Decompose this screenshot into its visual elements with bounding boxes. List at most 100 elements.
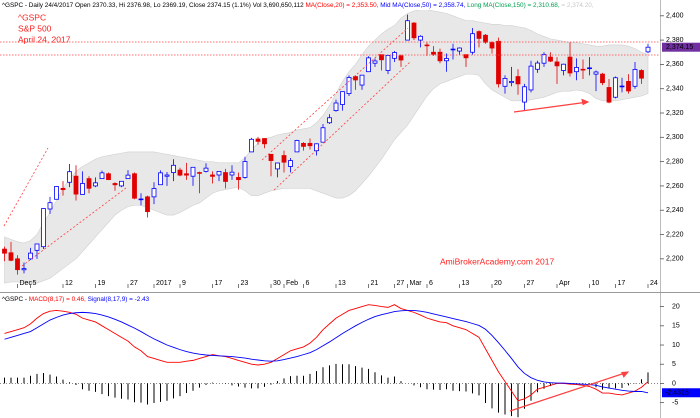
candle-body bbox=[522, 86, 527, 103]
symbol-label: ^GSPC bbox=[18, 12, 46, 22]
candle-body bbox=[281, 155, 287, 163]
x-tick-label: 10 bbox=[592, 280, 600, 287]
candle-body bbox=[210, 174, 215, 177]
candle-body bbox=[502, 78, 508, 87]
x-tick-label: 6 bbox=[429, 280, 433, 287]
arrow-head bbox=[621, 371, 630, 378]
candle-body bbox=[8, 252, 14, 261]
candle-body bbox=[190, 166, 196, 177]
candle-body bbox=[392, 52, 397, 59]
y-tick-label: 2,400 bbox=[666, 13, 684, 20]
candle-body bbox=[418, 35, 423, 41]
y-tick-label: 2,220 bbox=[666, 231, 684, 238]
candle-body bbox=[587, 67, 592, 70]
x-tick-label: 20 bbox=[494, 280, 502, 287]
x-tick-label: 27 bbox=[397, 280, 405, 287]
candle-body bbox=[424, 44, 430, 47]
candle-body bbox=[54, 186, 59, 200]
candle-body bbox=[80, 183, 85, 195]
y-tick-label: 2,260 bbox=[666, 183, 684, 190]
y-tick-label: 2,300 bbox=[666, 134, 684, 141]
axes: ^GSPC - Daily 24/4/2017 Open 2370.33, Hi… bbox=[2, 2, 700, 406]
x-tick-label: 23 bbox=[241, 280, 249, 287]
candle-body bbox=[340, 91, 345, 105]
divergence-line bbox=[509, 371, 629, 412]
candle-body bbox=[242, 161, 248, 178]
candle-body bbox=[125, 174, 131, 180]
candle-body bbox=[515, 76, 521, 85]
y-tick-label: 0 bbox=[672, 380, 676, 387]
candle-body bbox=[307, 142, 313, 147]
candle-body bbox=[99, 172, 105, 180]
candle-body bbox=[138, 198, 144, 201]
y-tick-label: 15 bbox=[672, 323, 680, 330]
annotations bbox=[0, 27, 660, 412]
y-tick-label: 2,240 bbox=[666, 207, 684, 214]
candle-body bbox=[268, 153, 274, 161]
price-panel bbox=[2, 10, 651, 284]
x-tick-label: 9 bbox=[182, 280, 186, 287]
y-tick-label: 2,340 bbox=[666, 86, 684, 93]
candle-body bbox=[184, 173, 189, 176]
candle-body bbox=[528, 65, 534, 91]
candle-body bbox=[509, 81, 514, 84]
divergence-line bbox=[513, 101, 589, 113]
macd-panel bbox=[0, 304, 660, 418]
candle-body bbox=[320, 127, 326, 143]
candle-body bbox=[619, 85, 625, 88]
candle-body bbox=[580, 68, 586, 71]
x-tick-label: Mar bbox=[410, 280, 423, 287]
header-segment: Signal(8,17,9) = -2.43 bbox=[88, 296, 150, 303]
y-tick-label: 2,320 bbox=[666, 110, 684, 117]
candle-body bbox=[119, 180, 124, 187]
candle-body bbox=[2, 248, 7, 254]
candle-body bbox=[489, 42, 495, 49]
candle-body bbox=[476, 31, 482, 39]
candle-body bbox=[437, 51, 443, 62]
signal-badge-label: -2.4318 bbox=[665, 390, 689, 397]
candle-body bbox=[34, 243, 40, 251]
x-tick-label: 24 bbox=[650, 280, 658, 287]
candle-body bbox=[164, 174, 170, 177]
candle-body bbox=[346, 77, 352, 94]
candle-body bbox=[73, 175, 79, 195]
header-segment: Long MA(Close,150) = 2,310.68, bbox=[467, 2, 561, 9]
candle-body bbox=[301, 142, 306, 147]
candle-body bbox=[41, 208, 46, 248]
y-tick-label: 20 bbox=[672, 303, 680, 310]
candle-body bbox=[177, 169, 183, 176]
x-tick-label: 19 bbox=[98, 280, 106, 287]
y-tick-label: 10 bbox=[672, 342, 680, 349]
candle-body bbox=[106, 173, 111, 181]
x-tick-label: 17 bbox=[618, 280, 626, 287]
candle-body bbox=[249, 138, 254, 153]
header-segment: ^GSPC - bbox=[2, 296, 29, 303]
candle-body bbox=[567, 56, 573, 74]
candle-body bbox=[405, 20, 410, 41]
x-tick-label: Dec bbox=[20, 280, 33, 287]
candle-body bbox=[21, 268, 27, 271]
candle-body bbox=[431, 51, 436, 55]
candle-body bbox=[327, 117, 332, 124]
x-tick-label: 17 bbox=[215, 280, 223, 287]
y-tick-label: 2,280 bbox=[666, 158, 684, 165]
candle-body bbox=[385, 55, 391, 71]
candle-body bbox=[47, 202, 53, 210]
macd-line bbox=[4, 309, 649, 394]
candle-body bbox=[314, 143, 319, 152]
candle-body bbox=[444, 58, 449, 62]
candle-body bbox=[372, 60, 378, 64]
y-tick-label: 2,360 bbox=[666, 61, 684, 68]
y-tick-label: -5 bbox=[672, 399, 678, 406]
x-tick-label: 2017 bbox=[156, 280, 172, 287]
candle-body bbox=[262, 138, 267, 145]
candle-body bbox=[541, 54, 547, 64]
x-tick-label: 27 bbox=[527, 280, 535, 287]
candle-body bbox=[606, 87, 612, 103]
candle-body bbox=[398, 55, 404, 61]
y-tick-label: 5 bbox=[672, 361, 676, 368]
candle-body bbox=[470, 33, 475, 53]
candle-body bbox=[203, 167, 209, 172]
panel-header: ^GSPC - MACD(8,17) = 0.46, Signal(8,17,9… bbox=[2, 296, 150, 303]
